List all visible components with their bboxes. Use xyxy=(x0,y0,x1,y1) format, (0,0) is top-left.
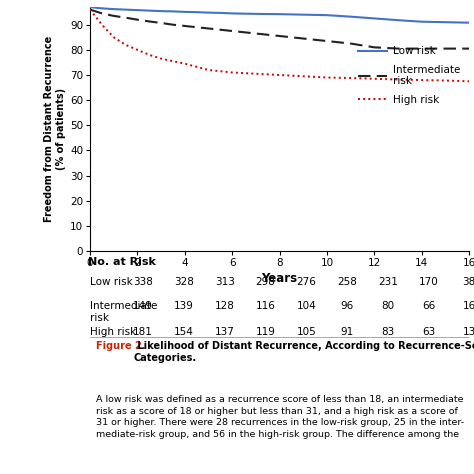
Text: No. at Risk: No. at Risk xyxy=(88,257,156,267)
Text: Figure 2.: Figure 2. xyxy=(96,341,145,351)
Text: 104: 104 xyxy=(296,301,316,311)
Text: Low risk: Low risk xyxy=(90,277,133,287)
Text: 149: 149 xyxy=(133,301,153,311)
Text: 139: 139 xyxy=(174,301,194,311)
Text: 258: 258 xyxy=(337,277,357,287)
Y-axis label: Freedom from Distant Recurrence
(% of patients): Freedom from Distant Recurrence (% of pa… xyxy=(44,36,66,222)
Text: 298: 298 xyxy=(255,277,275,287)
Text: 13: 13 xyxy=(463,327,474,337)
Text: 96: 96 xyxy=(340,301,354,311)
Text: 313: 313 xyxy=(215,277,235,287)
Text: 105: 105 xyxy=(296,327,316,337)
Text: 66: 66 xyxy=(422,301,435,311)
Text: 119: 119 xyxy=(255,327,275,337)
Text: 154: 154 xyxy=(174,327,194,337)
Text: 38: 38 xyxy=(463,277,474,287)
Text: 83: 83 xyxy=(381,327,394,337)
Text: 137: 137 xyxy=(215,327,235,337)
Legend: Low risk, Intermediate
risk, High risk: Low risk, Intermediate risk, High risk xyxy=(354,42,464,109)
Text: 128: 128 xyxy=(215,301,235,311)
Text: 63: 63 xyxy=(422,327,435,337)
Text: 16: 16 xyxy=(463,301,474,311)
Text: 231: 231 xyxy=(378,277,398,287)
Text: A low risk was defined as a recurrence score of less than 18, an intermediate
ri: A low risk was defined as a recurrence s… xyxy=(96,395,464,438)
X-axis label: Years: Years xyxy=(262,272,298,285)
Text: 170: 170 xyxy=(419,277,438,287)
Text: High risk: High risk xyxy=(90,327,137,337)
Text: 80: 80 xyxy=(381,301,394,311)
Text: 116: 116 xyxy=(255,301,275,311)
Text: 91: 91 xyxy=(340,327,354,337)
Text: 181: 181 xyxy=(133,327,153,337)
Text: Intermediate
risk: Intermediate risk xyxy=(90,301,157,323)
Text: 328: 328 xyxy=(174,277,194,287)
Text: 338: 338 xyxy=(133,277,153,287)
Text: 276: 276 xyxy=(296,277,316,287)
Text: Likelihood of Distant Recurrence, According to Recurrence-Score
Categories.: Likelihood of Distant Recurrence, Accord… xyxy=(134,341,474,363)
